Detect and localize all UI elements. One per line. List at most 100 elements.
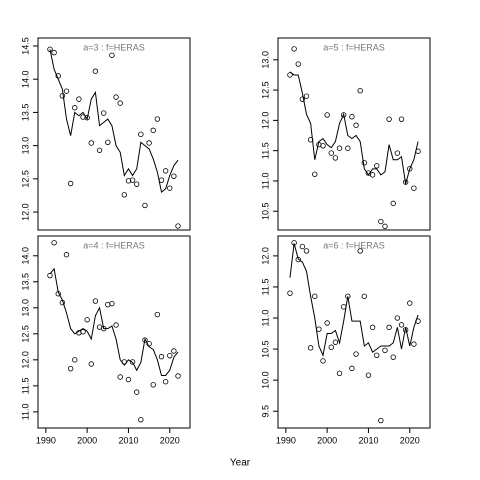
observed-point (415, 148, 421, 154)
y-tick-label: 10.0 (260, 371, 270, 389)
observed-point (303, 248, 310, 254)
panel-frame (277, 37, 431, 231)
observed-point (92, 68, 99, 74)
observed-point (361, 293, 368, 299)
observed-point (324, 112, 330, 118)
y-tick-label: 10.5 (260, 202, 270, 220)
x-tick-label: 2020 (400, 435, 420, 445)
y-tick-label: 11.5 (260, 279, 270, 296)
x-tick-label: 2000 (317, 435, 337, 445)
observed-point (390, 354, 396, 360)
observed-point (349, 365, 355, 372)
observed-point (345, 145, 351, 151)
panel-frame (277, 235, 431, 429)
observed-point (47, 272, 53, 279)
observed-point (96, 147, 103, 153)
observed-point (411, 341, 417, 347)
observed-point (150, 382, 156, 388)
observed-point (55, 73, 61, 79)
observed-point (72, 357, 78, 363)
observed-point (175, 223, 181, 229)
observed-point (415, 318, 421, 324)
observed-point (113, 322, 119, 328)
observed-point (84, 115, 90, 121)
observed-point (63, 88, 70, 94)
y-tick-label: 12.5 (260, 81, 270, 99)
y-tick-label: 13.0 (20, 137, 30, 155)
observed-point (109, 52, 115, 58)
observed-point (47, 46, 53, 52)
observed-point (374, 163, 380, 169)
observed-point (88, 361, 94, 367)
observed-point (134, 181, 140, 187)
observed-point (402, 327, 409, 333)
x-tick-label: 2020 (160, 435, 180, 445)
observed-point (171, 348, 177, 354)
observed-point (167, 185, 173, 191)
observed-point (324, 320, 330, 326)
observed-point (402, 179, 409, 185)
observed-point (88, 140, 94, 146)
observed-point (287, 290, 293, 296)
observed-point (357, 248, 363, 254)
observed-point (336, 145, 343, 151)
x-axis-label: Year (230, 458, 251, 469)
observed-point (312, 293, 318, 299)
observed-point (117, 374, 123, 380)
panel-frame (37, 37, 191, 231)
observed-point (365, 372, 372, 378)
y-tick-label: 12.0 (260, 247, 270, 265)
observed-point (394, 150, 401, 156)
observed-point (167, 352, 173, 359)
observed-point (378, 417, 384, 424)
observed-point (353, 351, 359, 357)
observed-point (287, 72, 293, 78)
observed-point (312, 171, 318, 177)
observed-point (307, 137, 314, 143)
panel-frame (37, 235, 191, 429)
observed-point (100, 110, 107, 116)
y-tick-label: 11.5 (20, 377, 30, 394)
observed-point (316, 326, 322, 332)
y-tick-label: 9.5 (260, 405, 270, 418)
observed-point (407, 300, 413, 306)
observed-point (76, 96, 82, 102)
observed-point (295, 61, 301, 67)
y-tick-label: 13.5 (20, 104, 30, 122)
panel-title: a=4 : f=HERAS (83, 240, 145, 250)
observed-point (340, 112, 347, 118)
observed-point (117, 100, 123, 106)
y-tick-label: 13.5 (20, 273, 30, 291)
observed-point (332, 339, 339, 345)
observed-point (345, 293, 351, 299)
y-tick-label: 12.0 (260, 112, 270, 130)
y-tick-label: 11.0 (260, 173, 270, 190)
observed-point (390, 200, 396, 207)
x-tick-label: 1990 (36, 435, 56, 445)
observed-point (162, 168, 169, 174)
observed-point (171, 173, 177, 179)
observed-point (129, 177, 136, 183)
observed-point (138, 416, 144, 423)
panel-title: a=3 : f=HERAS (83, 42, 145, 52)
observed-point (349, 114, 355, 120)
observed-point (113, 94, 119, 100)
observed-point (382, 223, 388, 230)
observed-point (158, 177, 165, 183)
observed-point (63, 252, 70, 258)
observed-point (386, 324, 392, 331)
observed-point (386, 116, 392, 122)
panel-title: a=6 : f=HERAS (323, 240, 385, 250)
observed-point (328, 344, 334, 350)
y-tick-label: 12.0 (20, 351, 30, 369)
observed-point (175, 373, 181, 379)
observed-point (291, 46, 297, 52)
observed-point (121, 359, 128, 365)
y-tick-label: 13.0 (260, 51, 270, 69)
observed-point (320, 358, 326, 364)
observed-point (138, 131, 144, 138)
observed-point (92, 298, 99, 304)
observed-point (361, 160, 368, 166)
observed-point (121, 192, 128, 198)
